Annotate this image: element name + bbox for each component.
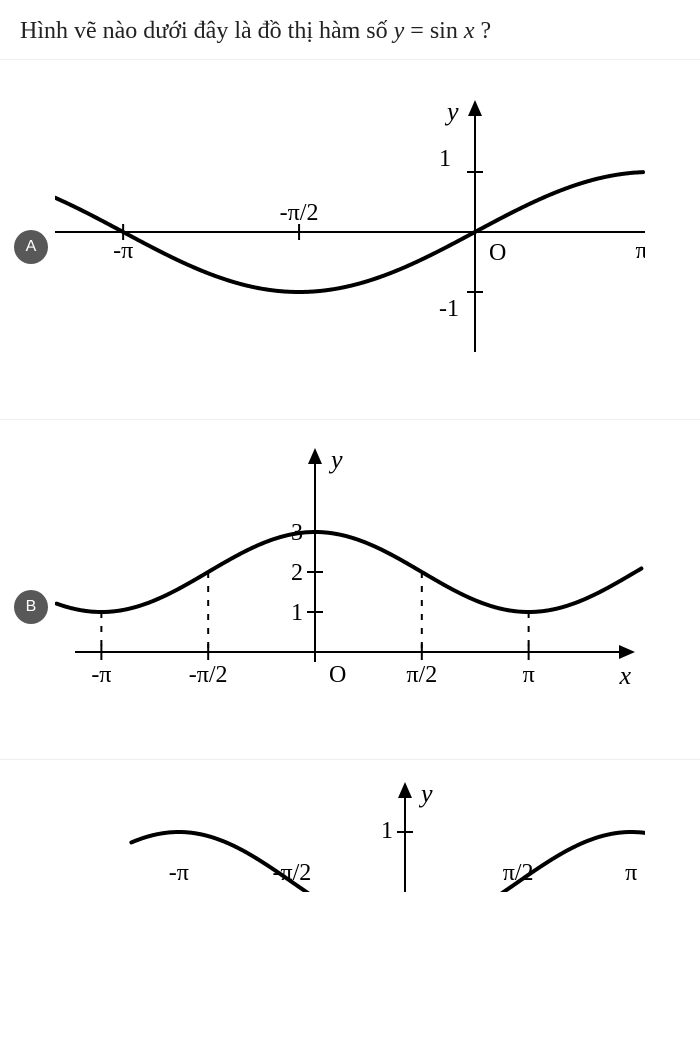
option-b[interactable]: B yxO123-π-π/2π/2π [0,420,700,760]
eq-rhs-arg: x [464,18,475,44]
question-text: Hình vẽ nào dưới đây là đồ thị hàm số y … [0,0,700,60]
eq-eq: = [410,18,430,44]
svg-text:π: π [523,662,535,688]
svg-text:2: 2 [291,560,303,586]
graph-c: y1-π-π/2π/2π [55,772,645,892]
svg-text:-π/2: -π/2 [280,200,319,226]
svg-text:O: O [489,240,506,266]
svg-text:1: 1 [291,600,303,626]
option-c[interactable]: y1-π-π/2π/2π [0,760,700,960]
graph-a: y1-1O-π-π/2π/2π [55,72,645,372]
svg-text:π/2: π/2 [636,238,645,264]
svg-text:1: 1 [439,146,451,172]
svg-text:1: 1 [381,818,393,844]
svg-text:-π/2: -π/2 [189,662,228,688]
svg-text:O: O [329,662,346,688]
option-badge-a: A [14,230,48,264]
svg-text:x: x [618,661,631,690]
question-prefix: Hình vẽ nào dưới đây là đồ thị hàm số [20,18,394,44]
question-suffix: ? [481,18,492,44]
svg-text:-π: -π [113,238,133,264]
eq-lhs: y [394,18,405,44]
svg-text:-1: -1 [439,296,459,322]
svg-text:y: y [444,97,459,126]
graph-a-wrap: y1-1O-π-π/2π/2π [0,72,700,372]
graph-b-wrap: yxO123-π-π/2π/2π [0,432,700,732]
graph-b: yxO123-π-π/2π/2π [55,432,645,732]
option-a[interactable]: A y1-1O-π-π/2π/2π [0,60,700,420]
svg-text:-π: -π [169,860,189,886]
svg-text:y: y [328,445,343,474]
svg-text:π: π [625,860,637,886]
svg-text:y: y [418,779,433,808]
eq-rhs-func: sin [430,18,458,44]
option-badge-b: B [14,590,48,624]
svg-text:-π: -π [91,662,111,688]
svg-text:π/2: π/2 [406,662,437,688]
graph-c-wrap: y1-π-π/2π/2π [0,772,700,892]
